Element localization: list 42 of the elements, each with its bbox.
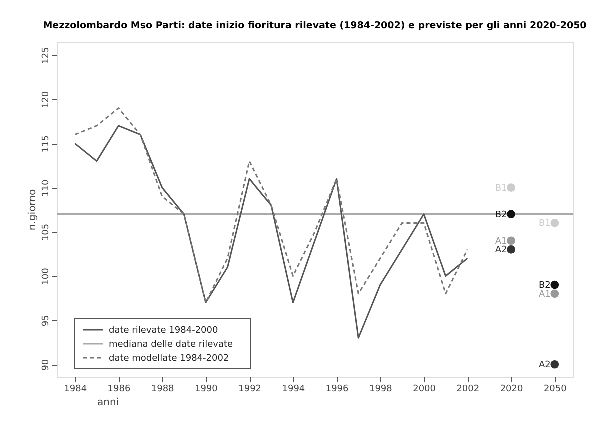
text: A2: [539, 360, 551, 371]
y-axis-title: n.giorno: [28, 189, 38, 231]
series-label: B2: [495, 210, 508, 220]
x-tick-label: 1990: [195, 384, 218, 394]
x-tick-label: 1984: [64, 384, 88, 394]
y-tick-label: 100: [42, 268, 52, 286]
y-tick-label: 125: [42, 47, 52, 64]
x-tick-label: 1988: [151, 384, 175, 394]
x-tick-label: 1994: [282, 384, 306, 394]
y-tick-label: 105: [42, 224, 52, 242]
y-tick-label: 95: [42, 315, 52, 327]
x-tick-label: 2000: [413, 384, 436, 394]
series-label: A2: [495, 246, 508, 256]
y-tick-label: 115: [42, 136, 52, 153]
x-tick-label: 1998: [369, 384, 393, 394]
legend-label: date rilevate 1984-2000: [109, 326, 218, 336]
point: [507, 184, 516, 192]
point: [550, 360, 560, 369]
text: B2: [538, 281, 551, 292]
legend-label: date modellate 1984-2002: [109, 354, 230, 364]
line-series: [74, 125, 468, 339]
x-tick-label: 2002: [456, 384, 480, 394]
y-tick-label: 90: [42, 359, 52, 371]
chart-title: Mezzolombardo Mso Parti: date inizio fioritura rilevate (1984-2002) e previste per gli anni 2020-2050: [43, 20, 588, 32]
point: [550, 219, 560, 228]
x-tick-label: 2020: [500, 384, 524, 394]
legend-label: mediana delle date rilevate: [109, 340, 234, 350]
point: [507, 246, 516, 254]
text: A1: [539, 290, 551, 300]
point: [550, 280, 560, 290]
x-tick-label: 1992: [238, 384, 262, 394]
y-tick-label: 110: [42, 179, 52, 197]
x-tick-label: 2050: [544, 384, 568, 394]
series-label: A1: [495, 236, 508, 247]
point: [507, 236, 516, 246]
line-series: [74, 108, 468, 304]
point: [550, 290, 560, 298]
x-tick-label: 1986: [108, 384, 131, 394]
x-axis-title: anni: [98, 398, 120, 408]
point: [507, 210, 516, 219]
x-tick-label: 1996: [326, 384, 350, 394]
y-tick-label: 120: [42, 91, 52, 109]
